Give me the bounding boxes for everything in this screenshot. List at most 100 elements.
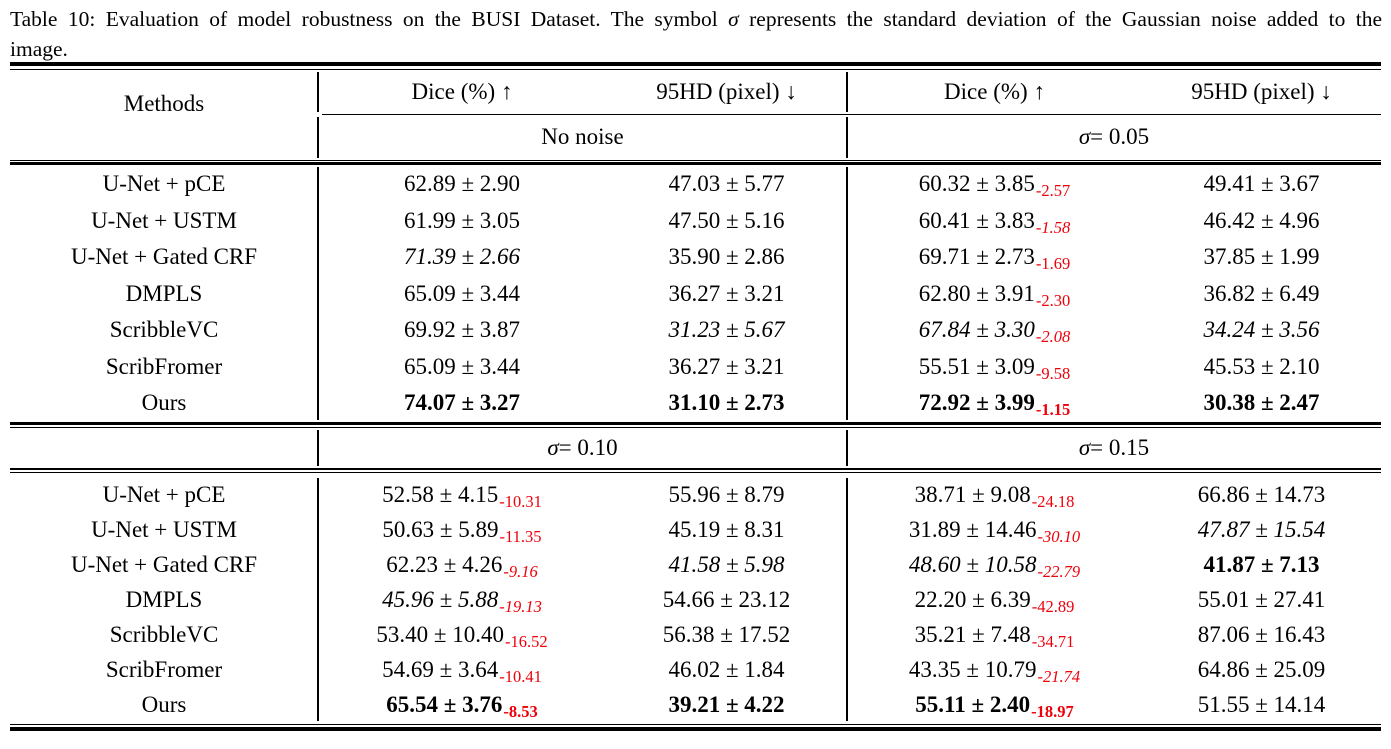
metric-value: 71.39 ± 2.66 <box>403 244 521 270</box>
metric-value: 56.38 ± 17.52 <box>662 621 791 647</box>
cell-95hd-value: 54.66 ± 23.12 <box>606 582 847 617</box>
condition-sigma-015: σ = 0.15 <box>847 429 1381 467</box>
metric-value: 51.55 ± 14.14 <box>1197 691 1326 717</box>
horizontal-rule-band-bottom <box>10 467 1381 470</box>
cell-95hd-value: 66.86 ± 14.73 <box>1142 477 1381 512</box>
cell-95hd-value: 37.85 ± 1.99 <box>1142 239 1381 276</box>
caption-line-1: Table 10: Evaluation of model robustness… <box>10 4 1382 34</box>
vertical-rule <box>317 167 319 420</box>
performance-drop-subscript: -2.57 <box>1035 181 1071 201</box>
metric-value: 69.92 ± 3.87 <box>403 317 521 343</box>
cell-95hd-value: 46.42 ± 4.96 <box>1142 203 1381 240</box>
cell-95hd-value: 45.53 ± 2.10 <box>1142 349 1381 386</box>
metric-value: 64.86 ± 25.09 <box>1197 656 1326 682</box>
cell-dice-value: 65.09 ± 3.44 <box>318 276 606 313</box>
horizontal-rule-headsep-thin <box>10 159 1381 161</box>
cell-95hd-value: 64.86 ± 25.09 <box>1142 652 1381 687</box>
cell-dice-value: 43.35 ± 10.79 -21.74 <box>847 652 1142 687</box>
cell-95hd-value: 36.82 ± 6.49 <box>1142 276 1381 313</box>
metric-value: 45.96 ± 5.88 <box>382 586 499 612</box>
method-name: ScribbleVC <box>109 317 219 343</box>
metric-value: 62.23 ± 4.26 <box>386 551 503 577</box>
data-block-no-noise-005: U-Net + pCE 62.89 ± 2.90 47.03 ± 5.77 60.32… <box>10 166 1381 422</box>
metric-value: 50.63 ± 5.89 <box>382 516 499 542</box>
cell-dice-value: 62.89 ± 2.90 <box>318 166 606 203</box>
table-caption: Table 10: Evaluation of model robustness… <box>10 4 1382 64</box>
cell-95hd-value: 55.96 ± 8.79 <box>606 477 847 512</box>
metric-value: 55.51 ± 3.09 <box>918 353 1035 379</box>
horizontal-rule-headsep <box>10 162 1381 165</box>
performance-drop-subscript: -19.13 <box>499 596 542 616</box>
sigma-symbol: σ <box>1078 124 1091 149</box>
horizontal-rule-bottom-thin <box>10 723 1381 725</box>
cell-dice-value: 54.69 ± 3.64 -10.41 <box>318 652 606 687</box>
metric-value: 31.89 ± 14.46 <box>908 516 1037 542</box>
vertical-rule <box>846 72 848 112</box>
metric-value: 65.09 ± 3.44 <box>403 280 521 306</box>
performance-drop-subscript: -2.30 <box>1035 290 1071 310</box>
cell-dice-value: 52.58 ± 4.15 -10.31 <box>318 477 606 512</box>
metric-value: 62.80 ± 3.91 <box>918 280 1035 306</box>
metric-value: 62.89 ± 2.90 <box>403 171 521 197</box>
method-name: Ours <box>141 691 187 717</box>
cell-95hd-value: 87.06 ± 16.43 <box>1142 617 1381 652</box>
horizontal-rule-top-thin <box>10 68 1381 70</box>
performance-drop-subscript: -30.10 <box>1037 526 1081 546</box>
cell-dice-value: 69.92 ± 3.87 <box>318 312 606 349</box>
cell-95hd-value: 31.23 ± 5.67 <box>606 312 847 349</box>
cell-95hd-value: 47.87 ± 15.54 <box>1142 512 1381 547</box>
vertical-rule <box>317 478 319 721</box>
method-name: U-Net + USTM <box>91 516 237 542</box>
metric-value: 34.24 ± 3.56 <box>1203 317 1320 343</box>
metric-value: 46.42 ± 4.96 <box>1203 207 1320 233</box>
cell-dice-value: 55.11 ± 2.40 -18.97 <box>847 687 1142 722</box>
method-name: U-Net + pCE <box>102 481 226 507</box>
cell-dice-value: 50.63 ± 5.89 -11.35 <box>318 512 606 547</box>
horizontal-rule-bottom <box>10 727 1381 731</box>
method-name: DMPLS <box>125 280 203 306</box>
metric-value: 47.50 ± 5.16 <box>668 207 785 233</box>
metric-value: 55.11 ± 2.40 <box>915 691 1031 717</box>
vertical-rule <box>846 167 848 420</box>
caption-line-2: image. <box>10 37 68 61</box>
cell-95hd-value: 45.19 ± 8.31 <box>606 512 847 547</box>
metric-value: 72.92 ± 3.99 <box>918 390 1035 416</box>
metric-value: 54.66 ± 23.12 <box>662 586 791 612</box>
metric-value: 36.27 ± 3.21 <box>668 280 785 306</box>
performance-drop-subscript: -1.15 <box>1035 400 1071 420</box>
method-name: DMPLS <box>125 586 203 612</box>
metric-value: 87.06 ± 16.43 <box>1197 621 1326 647</box>
metric-value: 60.41 ± 3.83 <box>918 207 1035 233</box>
performance-drop-subscript: -11.35 <box>499 526 542 546</box>
cell-95hd-value: 46.02 ± 1.84 <box>606 652 847 687</box>
metric-value: 39.21 ± 4.22 <box>668 691 785 717</box>
metric-value: 35.90 ± 2.86 <box>668 244 785 270</box>
cell-95hd-value: 55.01 ± 27.41 <box>1142 582 1381 617</box>
performance-drop-subscript: -34.71 <box>1031 631 1075 651</box>
cell-dice-value: 69.71 ± 2.73 -1.69 <box>847 239 1142 276</box>
cell-95hd-value: 30.38 ± 2.47 <box>1142 385 1381 422</box>
cell-dice-value: 60.41 ± 3.83 -1.58 <box>847 203 1142 240</box>
method-name: ScribbleVC <box>109 621 219 647</box>
caption-text: represents the standard deviation of the… <box>738 7 1382 31</box>
metric-value: 47.87 ± 15.54 <box>1197 516 1326 542</box>
metric-value: 31.10 ± 2.73 <box>668 390 785 416</box>
cell-dice-value: 61.99 ± 3.05 <box>318 203 606 240</box>
cell-dice-value: 71.39 ± 2.66 <box>318 239 606 276</box>
metric-value: 69.71 ± 2.73 <box>918 244 1035 270</box>
metric-value: 61.99 ± 3.05 <box>403 207 521 233</box>
condition-sigma-010: σ = 0.10 <box>318 429 847 467</box>
metric-value: 66.86 ± 14.73 <box>1197 481 1326 507</box>
condition-value: = 0.15 <box>1090 435 1150 460</box>
cell-dice-value: 53.40 ± 10.40 -16.52 <box>318 617 606 652</box>
performance-drop-subscript: -9.58 <box>1035 363 1071 383</box>
method-name: U-Net + USTM <box>91 207 237 233</box>
cell-dice-value: 38.71 ± 9.08 -24.18 <box>847 477 1142 512</box>
metric-value: 55.01 ± 27.41 <box>1197 586 1326 612</box>
vertical-rule <box>317 430 319 466</box>
method-name: U-Net + Gated CRF <box>70 551 258 577</box>
cell-95hd-value: 56.38 ± 17.52 <box>606 617 847 652</box>
method-name: ScribFromer <box>105 353 223 379</box>
vertical-rule <box>846 478 848 721</box>
cell-95hd-value: 36.27 ± 3.21 <box>606 349 847 386</box>
